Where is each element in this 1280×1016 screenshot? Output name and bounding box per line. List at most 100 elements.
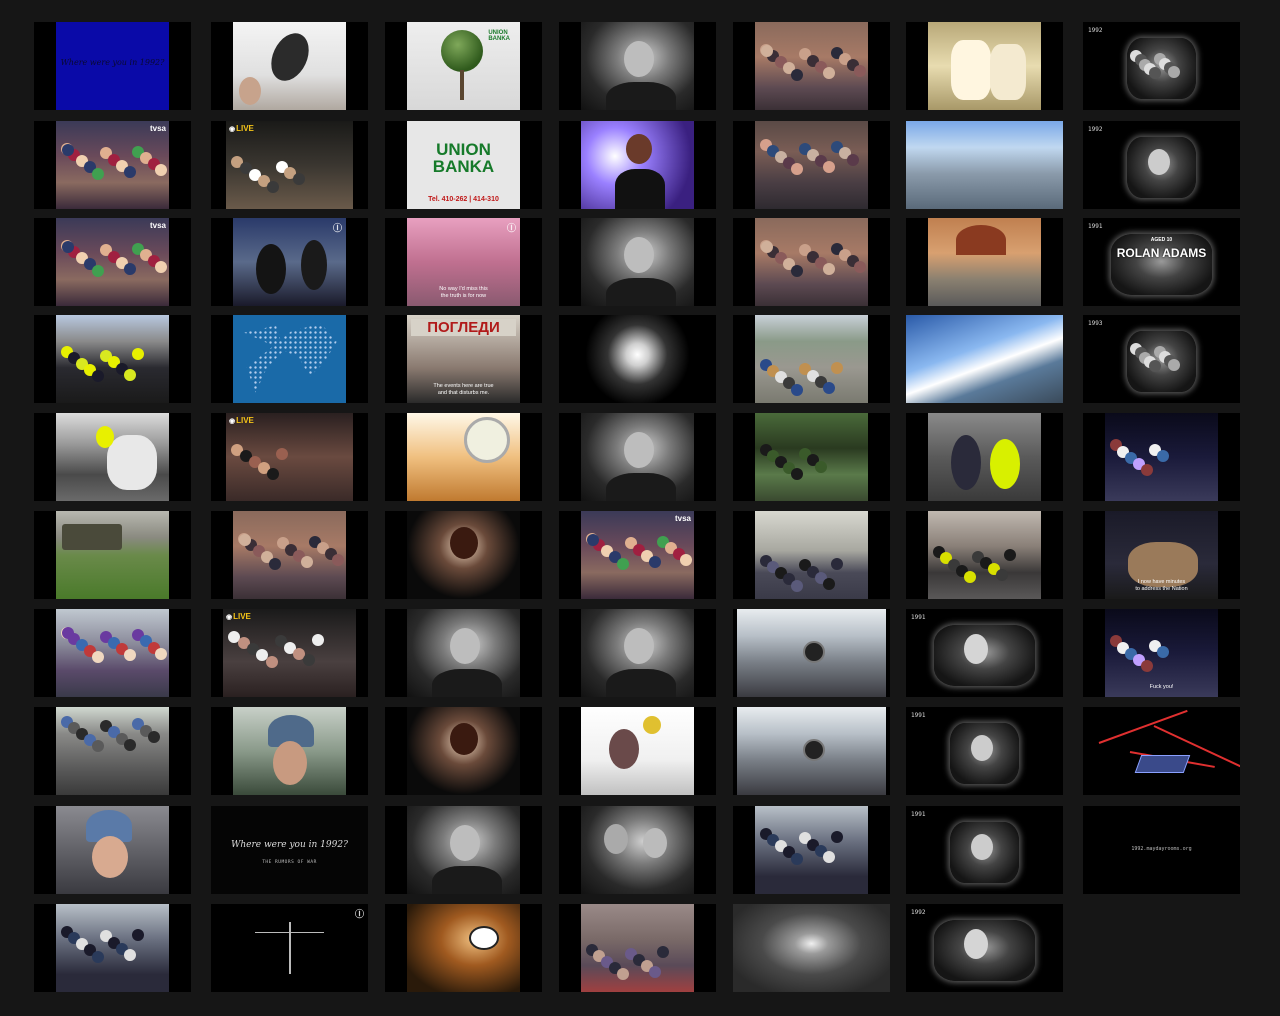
video-thumbnail[interactable] <box>34 609 191 697</box>
video-thumbnail[interactable] <box>385 413 542 501</box>
thumbnail-image <box>581 121 694 209</box>
video-thumbnail[interactable] <box>385 511 542 599</box>
thumbnail-image <box>581 315 694 403</box>
video-thumbnail[interactable]: No way I'd miss this the truth is for no… <box>385 218 542 306</box>
video-thumbnail[interactable] <box>733 315 890 403</box>
video-thumbnail[interactable] <box>906 121 1063 209</box>
thumbnail-image <box>581 609 694 697</box>
video-thumbnail[interactable]: UNION BANKA Tel. 410-262 | 414-310 <box>385 121 542 209</box>
video-thumbnail[interactable]: 1991 AGED 10 ROLAN ADAMS <box>1083 218 1240 306</box>
video-thumbnail[interactable] <box>34 904 191 992</box>
video-thumbnail[interactable]: 1991 <box>906 707 1063 795</box>
video-thumbnail[interactable] <box>385 609 542 697</box>
video-thumbnail[interactable] <box>906 511 1063 599</box>
video-thumbnail[interactable] <box>559 413 716 501</box>
video-thumbnail[interactable]: UNION BANKA <box>385 22 542 110</box>
video-thumbnail[interactable]: I now have minutes to address the Nation <box>1083 511 1240 599</box>
video-thumbnail[interactable] <box>906 315 1063 403</box>
video-thumbnail[interactable] <box>733 22 890 110</box>
video-thumbnail[interactable] <box>34 511 191 599</box>
video-thumbnail[interactable] <box>34 413 191 501</box>
video-thumbnail[interactable] <box>733 511 890 599</box>
thumbnail-image <box>755 315 868 403</box>
video-thumbnail[interactable] <box>559 22 716 110</box>
video-thumbnail[interactable]: 1992 <box>1083 22 1240 110</box>
video-thumbnail[interactable] <box>1083 413 1240 501</box>
video-thumbnail[interactable] <box>733 413 890 501</box>
video-thumbnail[interactable] <box>211 511 368 599</box>
video-thumbnail[interactable] <box>733 904 890 992</box>
video-thumbnail[interactable] <box>733 121 890 209</box>
video-thumbnail[interactable] <box>559 806 716 894</box>
video-thumbnail[interactable]: ПОГЛЕДИ The events here are true and that… <box>385 315 542 403</box>
title-text: Where were you in 1992? <box>60 58 165 67</box>
video-thumbnail[interactable] <box>733 218 890 306</box>
video-thumbnail[interactable]: tvsa <box>34 218 191 306</box>
video-thumbnail[interactable] <box>559 218 716 306</box>
thumbnail-image <box>407 511 520 599</box>
figure <box>123 368 136 381</box>
video-thumbnail[interactable] <box>34 707 191 795</box>
figure <box>123 738 136 751</box>
figure <box>61 240 74 253</box>
video-thumbnail[interactable] <box>559 315 716 403</box>
video-thumbnail[interactable] <box>733 806 890 894</box>
video-thumbnail[interactable]: tvsa <box>559 511 716 599</box>
figure <box>822 577 835 590</box>
figure <box>123 948 136 961</box>
thumbnail-image <box>581 218 694 306</box>
thumbnail-image <box>1126 37 1197 100</box>
video-thumbnail[interactable] <box>906 22 1063 110</box>
video-thumbnail[interactable]: Where were you in 1992? THE RUMORS OF WAR <box>211 806 368 894</box>
thumbnail-image: Ⓘ <box>233 218 346 306</box>
video-thumbnail[interactable] <box>385 904 542 992</box>
figure <box>332 554 345 567</box>
video-thumbnail[interactable] <box>385 707 542 795</box>
figure <box>256 649 269 662</box>
video-thumbnail[interactable]: 1991 <box>906 609 1063 697</box>
video-thumbnail[interactable] <box>211 315 368 403</box>
figure <box>92 950 105 963</box>
video-thumbnail[interactable] <box>733 707 890 795</box>
figure <box>92 264 105 277</box>
thumbnail-image <box>233 707 346 795</box>
video-thumbnail[interactable]: LIVE <box>211 413 368 501</box>
video-thumbnail[interactable]: 1992 <box>1083 121 1240 209</box>
video-thumbnail[interactable] <box>906 218 1063 306</box>
video-thumbnail[interactable]: LIVE <box>211 609 368 697</box>
bank-logo: UNION BANKA <box>488 30 510 42</box>
video-thumbnail[interactable] <box>211 22 368 110</box>
video-thumbnail[interactable] <box>385 806 542 894</box>
video-thumbnail[interactable]: Fuck you! <box>1083 609 1240 697</box>
video-thumbnail[interactable]: tvsa <box>34 121 191 209</box>
video-thumbnail[interactable]: LIVE <box>211 121 368 209</box>
video-thumbnail[interactable]: 1992.maydayrooms.org <box>1083 806 1240 894</box>
video-thumbnail[interactable] <box>559 707 716 795</box>
thumbnail-image <box>755 22 868 110</box>
video-thumbnail[interactable] <box>34 315 191 403</box>
figure <box>760 44 773 57</box>
video-thumbnail[interactable] <box>733 609 890 697</box>
video-thumbnail[interactable] <box>906 413 1063 501</box>
thumbnail-image <box>1126 330 1197 393</box>
thumbnail-image <box>928 22 1041 110</box>
year-label: 1991 <box>1088 223 1103 230</box>
thumbnail-image: LIVE <box>223 609 356 697</box>
video-thumbnail[interactable]: Where were you in 1992? <box>34 22 191 110</box>
video-thumbnail[interactable]: Ⓘ <box>211 218 368 306</box>
video-thumbnail[interactable] <box>559 121 716 209</box>
thumbnail-image <box>1105 413 1218 501</box>
video-thumbnail[interactable]: 1993 <box>1083 315 1240 403</box>
thumbnail-image <box>1126 136 1197 199</box>
video-thumbnail[interactable] <box>34 806 191 894</box>
video-thumbnail[interactable]: 1991 <box>906 806 1063 894</box>
thumbnail-image <box>737 609 886 697</box>
video-thumbnail[interactable]: Ⓘ <box>211 904 368 992</box>
video-thumbnail[interactable] <box>559 904 716 992</box>
video-thumbnail[interactable] <box>1083 707 1240 795</box>
figure <box>648 555 661 568</box>
thumbnail-image <box>755 121 868 209</box>
video-thumbnail[interactable] <box>211 707 368 795</box>
video-thumbnail[interactable] <box>559 609 716 697</box>
video-thumbnail[interactable]: 1992 <box>906 904 1063 992</box>
